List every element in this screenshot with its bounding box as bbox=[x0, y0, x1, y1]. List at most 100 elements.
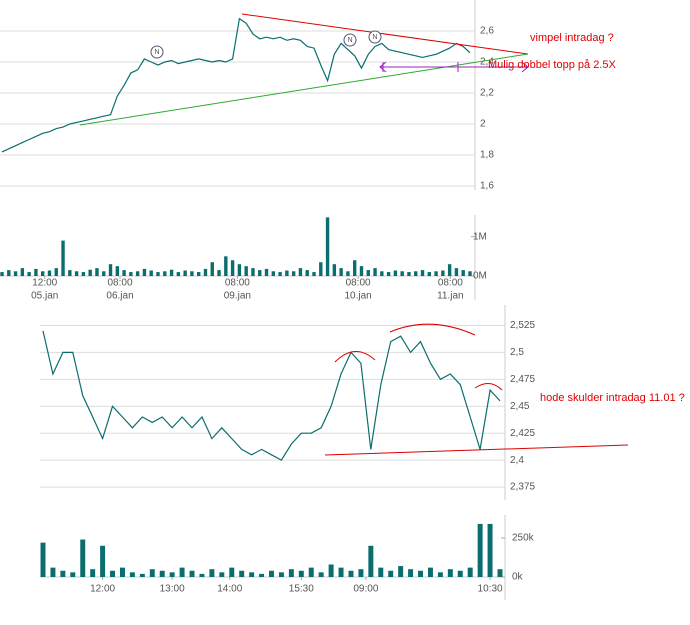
annotation: vimpel intradag ? bbox=[530, 32, 614, 44]
x-tick-label: 08:00 bbox=[225, 278, 250, 289]
x-tick-sublabel: 11.jan bbox=[437, 291, 464, 302]
charts: 1,6 1,8 2 2,2 2,4 2,6 0M 1M 12:00 05.jan 08:00 06.j… bbox=[0, 17, 535, 595]
volume-bar bbox=[258, 270, 262, 276]
volume-bar bbox=[447, 264, 452, 276]
volume-bar bbox=[278, 272, 282, 276]
volume-bar bbox=[477, 523, 483, 577]
volume-bar bbox=[149, 270, 153, 276]
shoulder-arc bbox=[334, 323, 503, 391]
x-tick-label: 12:00 bbox=[32, 278, 57, 289]
volume-bar bbox=[408, 569, 414, 577]
volume-bar bbox=[70, 572, 76, 577]
volume-bar bbox=[427, 567, 433, 577]
y-tick-label: 2 bbox=[480, 119, 486, 130]
volume-bar bbox=[129, 272, 133, 276]
volume-bar bbox=[285, 270, 289, 276]
x-tick-label: 08:00 bbox=[346, 278, 371, 289]
annotation: hode skulder intradag 11.01 ? bbox=[540, 392, 685, 404]
volume-bar bbox=[47, 270, 52, 276]
volume-bar bbox=[163, 271, 167, 276]
volume-bar bbox=[27, 272, 31, 276]
x-tick-sublabel: 06.jan bbox=[106, 291, 133, 302]
y-tick-label: 2,425 bbox=[510, 428, 535, 439]
volume-bar bbox=[388, 570, 394, 577]
volume-bar bbox=[339, 268, 343, 276]
volume-bar bbox=[259, 573, 265, 577]
volume-bar bbox=[368, 545, 374, 577]
news-marker-label: N bbox=[372, 34, 377, 41]
volume-bar bbox=[434, 271, 438, 276]
volume-bar bbox=[237, 264, 242, 276]
volume-bar bbox=[142, 268, 147, 276]
volume-bar bbox=[159, 570, 165, 577]
volume-bar bbox=[108, 264, 113, 276]
y-tick-label: 2,525 bbox=[510, 320, 535, 331]
volume-bar bbox=[219, 572, 225, 577]
volume-bar bbox=[135, 271, 140, 276]
neckline bbox=[324, 444, 629, 456]
volume-bar bbox=[427, 272, 431, 276]
volume-bar bbox=[358, 569, 364, 577]
volume-bar bbox=[378, 567, 384, 577]
volume-bar bbox=[467, 567, 473, 577]
volume-bar bbox=[176, 272, 181, 276]
volume-bar bbox=[224, 256, 228, 276]
volume-bar bbox=[338, 567, 344, 577]
volume-bar bbox=[305, 270, 309, 276]
volume-bar bbox=[217, 270, 221, 276]
volume-bar bbox=[210, 262, 214, 276]
volume-bar bbox=[0, 272, 4, 276]
volume-bar bbox=[332, 264, 337, 276]
volume-bar bbox=[359, 266, 364, 276]
volume-bar bbox=[139, 573, 145, 577]
volume-bar bbox=[50, 567, 56, 577]
y-tick-label: 2,4 bbox=[510, 455, 524, 466]
x-tick-label: 08:00 bbox=[108, 278, 133, 289]
volume-bar bbox=[373, 268, 377, 276]
y-tick-label: 1,6 bbox=[480, 181, 494, 192]
volume-bar bbox=[325, 217, 330, 276]
volume-bar bbox=[54, 268, 58, 276]
volume-bar bbox=[400, 271, 404, 276]
volume-bar bbox=[74, 271, 79, 276]
volume-bar bbox=[454, 268, 459, 276]
volume-bar bbox=[95, 268, 99, 276]
news-marker-label: N bbox=[347, 37, 352, 44]
volume-bar bbox=[189, 570, 195, 577]
volume-bar bbox=[278, 572, 284, 577]
volume-bar bbox=[288, 569, 294, 577]
volume-bar bbox=[318, 572, 324, 577]
x-tick-label: 10:30 bbox=[478, 584, 503, 595]
volume-bar bbox=[68, 270, 72, 276]
volume-bar bbox=[239, 570, 245, 577]
x-tick-sublabel: 09.jan bbox=[224, 291, 251, 302]
x-tick-label: 13:00 bbox=[160, 584, 185, 595]
volume-bar bbox=[41, 271, 45, 276]
news-marker[interactable] bbox=[343, 33, 357, 47]
volume-bar bbox=[60, 570, 66, 577]
y-tick-label: 2,45 bbox=[510, 401, 530, 412]
volume-bar bbox=[40, 542, 46, 577]
volume-bar bbox=[209, 569, 215, 577]
volume-bar bbox=[183, 270, 187, 276]
volume-bar bbox=[271, 271, 275, 276]
y-tick-label: 250k bbox=[512, 533, 535, 544]
volume-bar bbox=[115, 266, 119, 276]
arrow bbox=[379, 61, 529, 73]
volume-bar bbox=[129, 572, 135, 577]
volume-bar bbox=[34, 268, 38, 276]
volume-bar bbox=[414, 271, 418, 276]
volume-bar bbox=[264, 268, 269, 276]
volume-bar bbox=[203, 268, 208, 276]
x-tick-label: 12:00 bbox=[90, 584, 115, 595]
volume-bar bbox=[197, 272, 201, 276]
volume-bar bbox=[81, 272, 86, 276]
volume-bar bbox=[251, 268, 255, 276]
news-marker[interactable] bbox=[368, 30, 382, 44]
price-line bbox=[42, 330, 501, 461]
volume-bar bbox=[319, 262, 323, 276]
news-marker[interactable] bbox=[150, 45, 164, 59]
volume-bar bbox=[230, 260, 235, 276]
volume-bar bbox=[457, 570, 463, 577]
